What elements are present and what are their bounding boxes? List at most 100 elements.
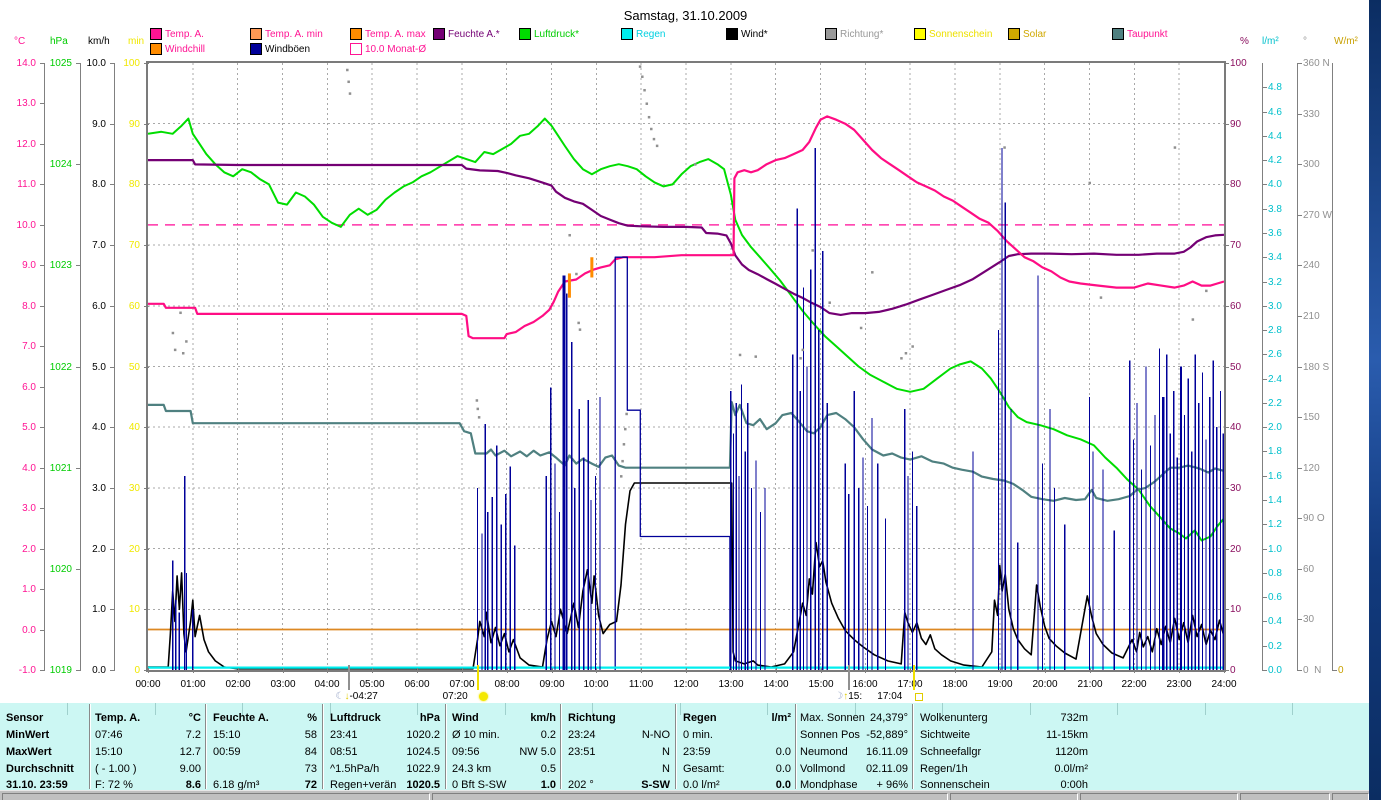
table-cell: 09:56	[452, 746, 480, 758]
series-temp	[148, 115, 1224, 340]
axis-tick-label: 10.0	[86, 58, 106, 69]
table-cell: km/h	[530, 712, 556, 724]
legend-swatch-icon	[726, 28, 738, 40]
table-cell: S-SW	[641, 779, 670, 791]
axis-tick-label: 0	[134, 665, 140, 676]
moon-icon: ☽	[834, 691, 844, 702]
axis-tick-label: 40	[1230, 422, 1242, 433]
axis-tick-label: 40	[128, 422, 140, 433]
axis-tick-label: 240	[1303, 260, 1320, 271]
desktop-edge	[1369, 0, 1381, 800]
x-axis-label: 14:00	[763, 679, 789, 690]
axis-tick-label: 20	[128, 544, 140, 555]
table-cell: -52,889°	[866, 729, 908, 741]
table-cell: Luftdruck	[330, 712, 381, 724]
table-cell: Regen	[683, 712, 717, 724]
axis-tick	[110, 63, 115, 64]
axis-tick	[1297, 569, 1302, 570]
axis-tick	[1224, 549, 1229, 550]
axis-tick-label: 1020	[49, 564, 72, 575]
axis-tick-label: 4.0	[92, 422, 106, 433]
x-axis-label: 03:00	[270, 679, 296, 690]
x-axis-tick	[731, 668, 732, 673]
axis-tick	[40, 508, 45, 509]
axis-tick-label: 50	[128, 362, 140, 373]
table-cell: F: 72 %	[95, 779, 133, 791]
series-taupunkt	[148, 401, 1224, 502]
axis-tick-label: 11.0	[17, 179, 36, 190]
axis-tick-label: 0	[1230, 665, 1236, 676]
chart-canvas	[148, 63, 1224, 670]
axis-tick-label: 6.0	[92, 301, 106, 312]
axis-tick	[40, 589, 45, 590]
legend-item-windchill[interactable]: Windchill	[150, 43, 245, 55]
table-cell: Regen/1h	[920, 763, 968, 775]
axis-tick-label: 3.6	[1268, 228, 1282, 239]
series-windboeen-spikes	[172, 147, 1224, 670]
legend-item-temp-a-[interactable]: Temp. A.	[150, 28, 245, 40]
axis-tick	[1297, 215, 1302, 216]
axis-tick-label: 4.0	[1268, 179, 1282, 190]
axis-tick-label: 80	[1230, 179, 1242, 190]
axis-unit-°C: °C	[14, 36, 26, 47]
legend-swatch-icon	[350, 43, 362, 55]
legend-item-taupunkt[interactable]: Taupunkt	[1112, 28, 1207, 40]
x-axis-label: 19:00	[987, 679, 1013, 690]
table-cell: 00:59	[213, 746, 241, 758]
axis-tick-label: 10	[128, 604, 140, 615]
legend-item-feuchte-a-[interactable]: Feuchte A.*	[433, 28, 528, 40]
axis-tick	[40, 63, 45, 64]
axis-tick-label: 1.0	[1268, 544, 1282, 555]
table-cell: 1020.5	[406, 779, 440, 791]
legend-item-windb-en[interactable]: Windböen	[250, 43, 345, 55]
legend-item-regen[interactable]: Regen	[621, 28, 716, 40]
x-axis-label: 00:00	[135, 679, 161, 690]
table-cell: 9.00	[179, 763, 201, 775]
table-cell: Schneefallgr	[920, 746, 982, 758]
ruler-divider	[1205, 703, 1206, 715]
legend-label: Luftdruck*	[534, 29, 580, 40]
legend-label: Temp. A. min	[265, 29, 323, 40]
axis-tick-label: 4.6	[1268, 107, 1282, 118]
axis-unit-°: °	[1303, 36, 1307, 47]
axis-unit-l/m²: l/m²	[1262, 36, 1279, 47]
axis-tick-label: 1.2	[1268, 519, 1282, 530]
table-separator	[445, 704, 447, 789]
moon-icon: ☾	[335, 691, 345, 702]
axis-tick	[1262, 524, 1267, 525]
axis-tick	[1262, 160, 1267, 161]
ruler-divider	[242, 703, 243, 715]
axis-tick	[40, 630, 45, 631]
axis-tick	[1262, 670, 1267, 671]
axis-tick	[1262, 573, 1267, 574]
legend-item-luftdruck-[interactable]: Luftdruck*	[519, 28, 614, 40]
legend-item-10-0-monat-[interactable]: 10.0 Monat-Ø	[350, 43, 445, 55]
legend-label: Feuchte A.*	[448, 29, 500, 40]
axis-tick	[1262, 379, 1267, 380]
legend-item-richtung-[interactable]: Richtung*	[825, 28, 920, 40]
legend-item-wind-[interactable]: Wind*	[726, 28, 821, 40]
table-cell: Ø 10 min.	[452, 729, 500, 741]
legend-item-sonnenschein[interactable]: Sonnenschein	[914, 28, 1009, 40]
axis-tick-label: 330	[1303, 109, 1320, 120]
table-separator	[795, 704, 797, 789]
axis-tick-label: 60	[128, 301, 140, 312]
legend-item-temp-a-min[interactable]: Temp. A. min	[250, 28, 345, 40]
axis-tick	[40, 468, 45, 469]
series-luftdruck	[148, 117, 1224, 542]
table-cell: 0.0	[775, 746, 791, 758]
axis-tick-label: 7.0	[22, 341, 36, 352]
table-cell: 0.0 l/m²	[683, 779, 720, 791]
axis-tick-label: 3.0	[22, 503, 36, 514]
axis-tick-label: 5.0	[92, 362, 106, 373]
axis-tick	[76, 164, 81, 165]
legend-label: 10.0 Monat-Ø	[365, 44, 427, 55]
legend-item-solar[interactable]: Solar	[1008, 28, 1103, 40]
table-row-label: Sensor	[6, 712, 44, 724]
legend-item-temp-a-max[interactable]: Temp. A. max	[350, 28, 445, 40]
x-axis-tick	[507, 668, 508, 673]
table-cell: 15:10	[213, 729, 241, 741]
statusbar-panel	[2, 793, 430, 800]
axis-tick	[76, 63, 81, 64]
